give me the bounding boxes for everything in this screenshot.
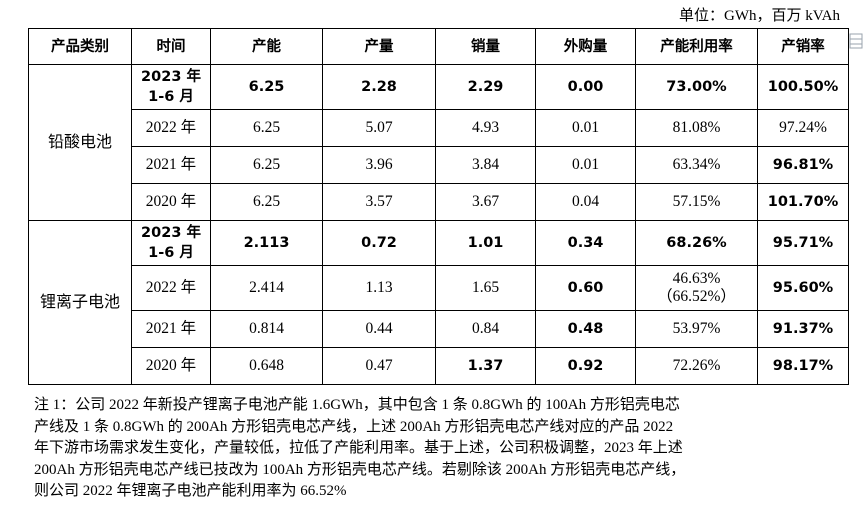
table-row: 锂离子电池 2023 年 1-6 月 2.113 0.72 1.01 0.34 … bbox=[28, 220, 849, 385]
utilization-cell: 72.26% bbox=[635, 347, 758, 385]
sell-rate-cell: 100.50% bbox=[757, 64, 849, 110]
utilization-cell: 81.08% bbox=[635, 109, 758, 147]
footnote-line: 年下游市场需求发生变化，产量较低，拉低了产能利用率。基于上述，公司积极调整，20… bbox=[34, 440, 683, 456]
purchase-cell: 0.92 bbox=[535, 347, 636, 385]
sell-rate-cell: 95.71% bbox=[757, 220, 849, 266]
capacity-cell: 2.113 bbox=[210, 220, 323, 266]
header-output: 产量 bbox=[322, 28, 436, 65]
output-cell: 3.96 bbox=[322, 146, 436, 184]
output-cell: 5.07 bbox=[322, 109, 436, 147]
period-cell: 2023 年 1-6 月 bbox=[131, 220, 211, 266]
table-row: 2022 年 6.25 5.07 4.93 0.01 81.08% 97.24% bbox=[29, 109, 849, 147]
category-lead-acid: 铅酸电池 bbox=[28, 64, 132, 221]
header-utilization: 产能利用率 bbox=[635, 28, 758, 65]
purchase-cell: 0.00 bbox=[535, 64, 636, 110]
capacity-cell: 0.648 bbox=[210, 347, 323, 385]
footnote: 注 1：公司 2022 年新投产锂离子电池产能 1.6GWh，其中包含 1 条 … bbox=[34, 395, 844, 503]
sell-rate-cell: 91.37% bbox=[757, 310, 849, 348]
footnote-line: 则公司 2022 年锂离子电池产能利用率为 66.52% bbox=[34, 483, 347, 499]
table-edge-icon[interactable] bbox=[849, 33, 863, 49]
footnote-line: 产线及 1 条 0.8GWh 的 200Ah 方形铝壳电芯产线，上述 200Ah… bbox=[34, 418, 674, 435]
period-cell: 2023 年 1-6 月 bbox=[131, 64, 211, 110]
purchase-cell: 0.48 bbox=[535, 310, 636, 348]
header-period: 时间 bbox=[131, 28, 211, 65]
period-cell: 2021 年 bbox=[131, 310, 211, 348]
unit-label: 单位：GWh，百万 kVAh bbox=[679, 8, 840, 24]
output-cell: 0.44 bbox=[322, 310, 436, 348]
utilization-cell: 57.15% bbox=[635, 183, 758, 221]
capacity-cell: 0.814 bbox=[210, 310, 323, 348]
footnote-line: 200Ah 方形铝壳电芯产线已技改为 100Ah 方形铝壳电芯产线。若剔除该 2… bbox=[34, 461, 686, 478]
header-category: 产品类别 bbox=[28, 28, 132, 65]
capacity-cell: 6.25 bbox=[210, 146, 323, 184]
table-row: 2022 年 2.414 1.13 1.65 0.60 46.63% （66.5… bbox=[29, 265, 849, 311]
period-cell: 2022 年 bbox=[131, 109, 211, 147]
capacity-table: 产品类别 时间 产能 产量 销量 外购量 产能利用率 产销率 铅酸电池 2023… bbox=[28, 28, 849, 385]
sell-rate-cell: 97.24% bbox=[757, 109, 849, 147]
header-purchase: 外购量 bbox=[535, 28, 636, 65]
purchase-cell: 0.04 bbox=[535, 183, 636, 221]
utilization-cell: 53.97% bbox=[635, 310, 758, 348]
output-cell: 1.13 bbox=[322, 265, 436, 311]
output-cell: 2.28 bbox=[322, 64, 436, 110]
capacity-cell: 6.25 bbox=[210, 64, 323, 110]
utilization-text: 46.63% （66.52%） bbox=[657, 270, 736, 305]
utilization-cell: 63.34% bbox=[635, 146, 758, 184]
utilization-cell: 68.26% bbox=[635, 220, 758, 266]
sell-rate-cell: 101.70% bbox=[757, 183, 849, 221]
period-cell: 2022 年 bbox=[131, 265, 211, 311]
purchase-cell: 0.01 bbox=[535, 109, 636, 147]
purchase-cell: 0.01 bbox=[535, 146, 636, 184]
sales-cell: 4.93 bbox=[435, 109, 536, 147]
sales-cell: 3.67 bbox=[435, 183, 536, 221]
output-cell: 3.57 bbox=[322, 183, 436, 221]
footnote-line: 注 1：公司 2022 年新投产锂离子电池产能 1.6GWh，其中包含 1 条 … bbox=[34, 397, 680, 413]
period-cell: 2020 年 bbox=[131, 347, 211, 385]
sales-cell: 1.01 bbox=[435, 220, 536, 266]
purchase-cell: 0.34 bbox=[535, 220, 636, 266]
sales-cell: 0.84 bbox=[435, 310, 536, 348]
header-sales: 销量 bbox=[435, 28, 536, 65]
sell-rate-cell: 96.81% bbox=[757, 146, 849, 184]
sell-rate-cell: 98.17% bbox=[757, 347, 849, 385]
table-header-row: 产品类别 时间 产能 产量 销量 外购量 产能利用率 产销率 bbox=[28, 28, 849, 65]
header-sell-rate: 产销率 bbox=[757, 28, 849, 65]
category-lithium-ion: 锂离子电池 bbox=[28, 220, 132, 385]
period-text: 2023 年 1-6 月 bbox=[141, 69, 201, 105]
sales-cell: 1.65 bbox=[435, 265, 536, 311]
sell-rate-cell: 95.60% bbox=[757, 265, 849, 311]
utilization-cell: 46.63% （66.52%） bbox=[635, 265, 758, 311]
purchase-cell: 0.60 bbox=[535, 265, 636, 311]
table-row: 2021 年 6.25 3.96 3.84 0.01 63.34% 96.81% bbox=[29, 146, 849, 184]
table-row: 2021 年 0.814 0.44 0.84 0.48 53.97% 91.37… bbox=[29, 310, 849, 348]
table-row: 铅酸电池 2023 年 1-6 月 6.25 2.28 2.29 0.00 73… bbox=[28, 64, 849, 221]
table-row: 2020 年 6.25 3.57 3.67 0.04 57.15% 101.70… bbox=[29, 183, 849, 221]
utilization-cell: 73.00% bbox=[635, 64, 758, 110]
period-cell: 2020 年 bbox=[131, 183, 211, 221]
period-text: 2023 年 1-6 月 bbox=[141, 225, 201, 261]
period-cell: 2021 年 bbox=[131, 146, 211, 184]
capacity-cell: 2.414 bbox=[210, 265, 323, 311]
sales-cell: 3.84 bbox=[435, 146, 536, 184]
table-row: 2020 年 0.648 0.47 1.37 0.92 72.26% 98.17… bbox=[29, 347, 849, 385]
sales-cell: 1.37 bbox=[435, 347, 536, 385]
header-capacity: 产能 bbox=[210, 28, 323, 65]
capacity-cell: 6.25 bbox=[210, 183, 323, 221]
output-cell: 0.47 bbox=[322, 347, 436, 385]
capacity-cell: 6.25 bbox=[210, 109, 323, 147]
output-cell: 0.72 bbox=[322, 220, 436, 266]
sales-cell: 2.29 bbox=[435, 64, 536, 110]
